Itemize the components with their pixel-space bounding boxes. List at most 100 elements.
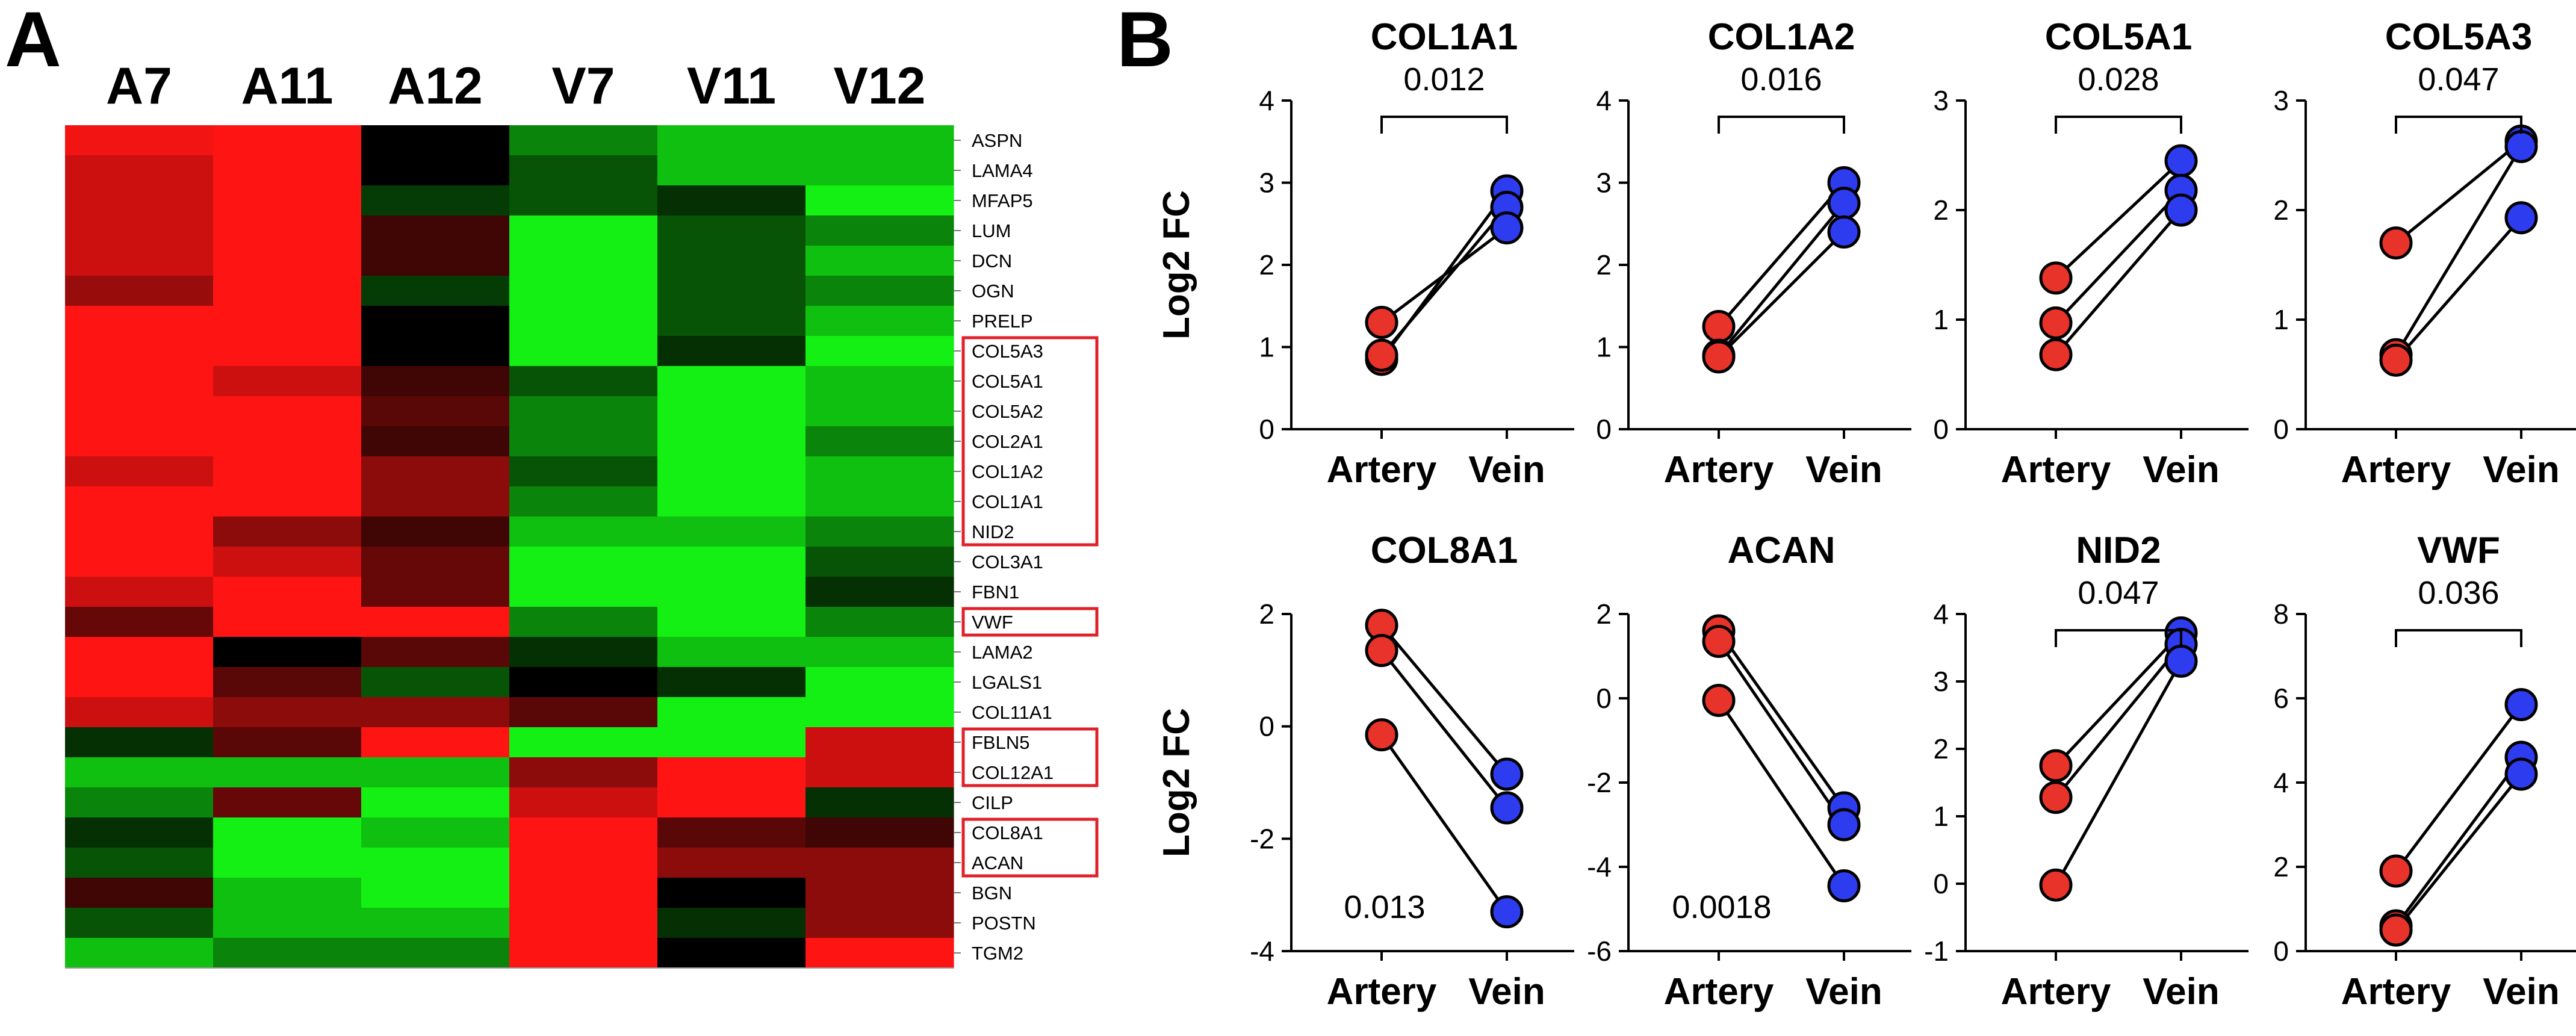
heatmap-cell <box>805 366 954 397</box>
pair-line <box>1718 202 1845 356</box>
heatmap-cell <box>805 426 954 457</box>
y-tick-label: 0 <box>1259 711 1274 742</box>
heatmap-cell <box>509 727 658 758</box>
heatmap-cell <box>65 908 214 938</box>
plot-title: COL8A1 <box>1371 530 1518 571</box>
heatmap-cell <box>805 216 954 246</box>
heatmap-row-label: NID2 <box>972 521 1014 542</box>
heatmap-cell <box>805 878 954 908</box>
heatmap-cell <box>361 938 510 969</box>
heatmap-cell <box>657 908 806 938</box>
heatmap-cell <box>213 577 362 607</box>
artery-point <box>1702 309 1736 343</box>
heatmap-cell <box>509 817 658 848</box>
heatmap-cell <box>657 817 806 848</box>
heatmap-cell <box>65 848 214 878</box>
p-value-label: 0.012 <box>1403 61 1485 98</box>
p-value-label: 0.047 <box>2078 575 2159 611</box>
heatmap-row-label: CILP <box>972 792 1013 813</box>
heatmap-cell <box>213 516 362 547</box>
heatmap-cell <box>805 727 954 758</box>
heatmap-cell <box>65 396 214 427</box>
pair-line <box>1380 734 1509 913</box>
plot-title: ACAN <box>1727 530 1835 571</box>
panel-label-b: B <box>1117 0 1173 83</box>
heatmap-cell <box>509 396 658 427</box>
artery-point <box>2039 749 2073 783</box>
heatmap-cell <box>657 486 806 517</box>
heatmap-cell <box>657 727 806 758</box>
p-value-label: 0.047 <box>2418 61 2499 98</box>
heatmap-cell <box>509 878 658 908</box>
pair-line <box>1380 624 1508 775</box>
plot-title: COL5A1 <box>2045 16 2193 58</box>
pair-line <box>2395 140 2522 244</box>
vein-point <box>1827 215 1861 249</box>
heatmap-cell <box>805 547 954 577</box>
x-tick-label: Artery <box>2001 971 2111 1013</box>
y-tick-label: 0 <box>1596 414 1612 445</box>
x-tick-label: Vein <box>2483 971 2560 1013</box>
x-tick-label: Vein <box>2143 971 2220 1013</box>
heatmap-cell <box>213 667 362 698</box>
heatmap-cell <box>509 155 658 186</box>
heatmap-cell <box>65 817 214 848</box>
y-tick-label: 2 <box>1259 249 1274 281</box>
heatmap-row-label: PRELP <box>972 311 1033 332</box>
heatmap-cell <box>805 637 954 668</box>
artery-point <box>1702 625 1736 658</box>
heatmap-cell <box>657 396 806 427</box>
heatmap-row-label: LUM <box>972 220 1011 241</box>
heatmap-row-label: COL8A1 <box>972 822 1043 843</box>
y-tick-label: 2 <box>1933 194 1949 226</box>
plot-title: COL1A1 <box>1371 16 1518 58</box>
heatmap-cell <box>213 757 362 788</box>
heatmap-cell <box>361 306 510 337</box>
pair-line <box>2395 217 2522 361</box>
heatmap-cell <box>213 276 362 306</box>
heatmap-cell <box>657 125 806 156</box>
heatmap-cell <box>657 306 806 337</box>
significance-bracket <box>2055 629 2182 647</box>
heatmap-cell <box>65 306 214 337</box>
vein-point <box>2504 688 2538 721</box>
pair-line <box>2055 189 2182 324</box>
y-tick-label: 4 <box>1933 598 1949 630</box>
heatmap-cell <box>509 757 658 788</box>
heatmap-cell <box>657 757 806 788</box>
heatmap-row-label: COL5A1 <box>972 371 1043 392</box>
heatmap-row-label: COL1A2 <box>972 461 1043 482</box>
x-tick-label: Vein <box>1468 449 1545 491</box>
artery-point <box>1702 340 1736 374</box>
heatmap-cell <box>361 216 510 246</box>
heatmap-row-label: FBLN5 <box>972 732 1029 753</box>
heatmap-cell <box>213 426 362 457</box>
heatmap-cell <box>509 547 658 577</box>
pair-line <box>2055 160 2182 279</box>
x-tick-label: Vein <box>2483 449 2560 491</box>
heatmap-cell <box>805 125 954 156</box>
heatmap-cell <box>361 246 510 276</box>
heatmap-cell <box>657 366 806 397</box>
heatmap-cell <box>361 757 510 788</box>
heatmap-cell <box>805 185 954 216</box>
heatmap-cell <box>657 336 806 367</box>
heatmap-cell <box>509 276 658 306</box>
heatmap-cell <box>657 246 806 276</box>
artery-point <box>2039 868 2073 902</box>
heatmap-column-label: A12 <box>388 57 483 115</box>
vein-point <box>2504 757 2538 791</box>
heatmap-row-label: TGM2 <box>972 943 1023 964</box>
heatmap-cell <box>213 607 362 637</box>
pair-line <box>2055 643 2182 799</box>
heatmap-row-label: COL3A1 <box>972 551 1043 572</box>
heatmap-cell <box>509 607 658 637</box>
vein-point <box>1827 187 1861 220</box>
plot-title: NID2 <box>2076 530 2161 571</box>
heatmap-row-label: COL11A1 <box>972 702 1052 723</box>
heatmap-cell <box>65 366 214 397</box>
heatmap-cell <box>361 817 510 848</box>
heatmap-row-label: VWF <box>972 612 1013 633</box>
heatmap-row-label: COL5A3 <box>972 341 1043 362</box>
